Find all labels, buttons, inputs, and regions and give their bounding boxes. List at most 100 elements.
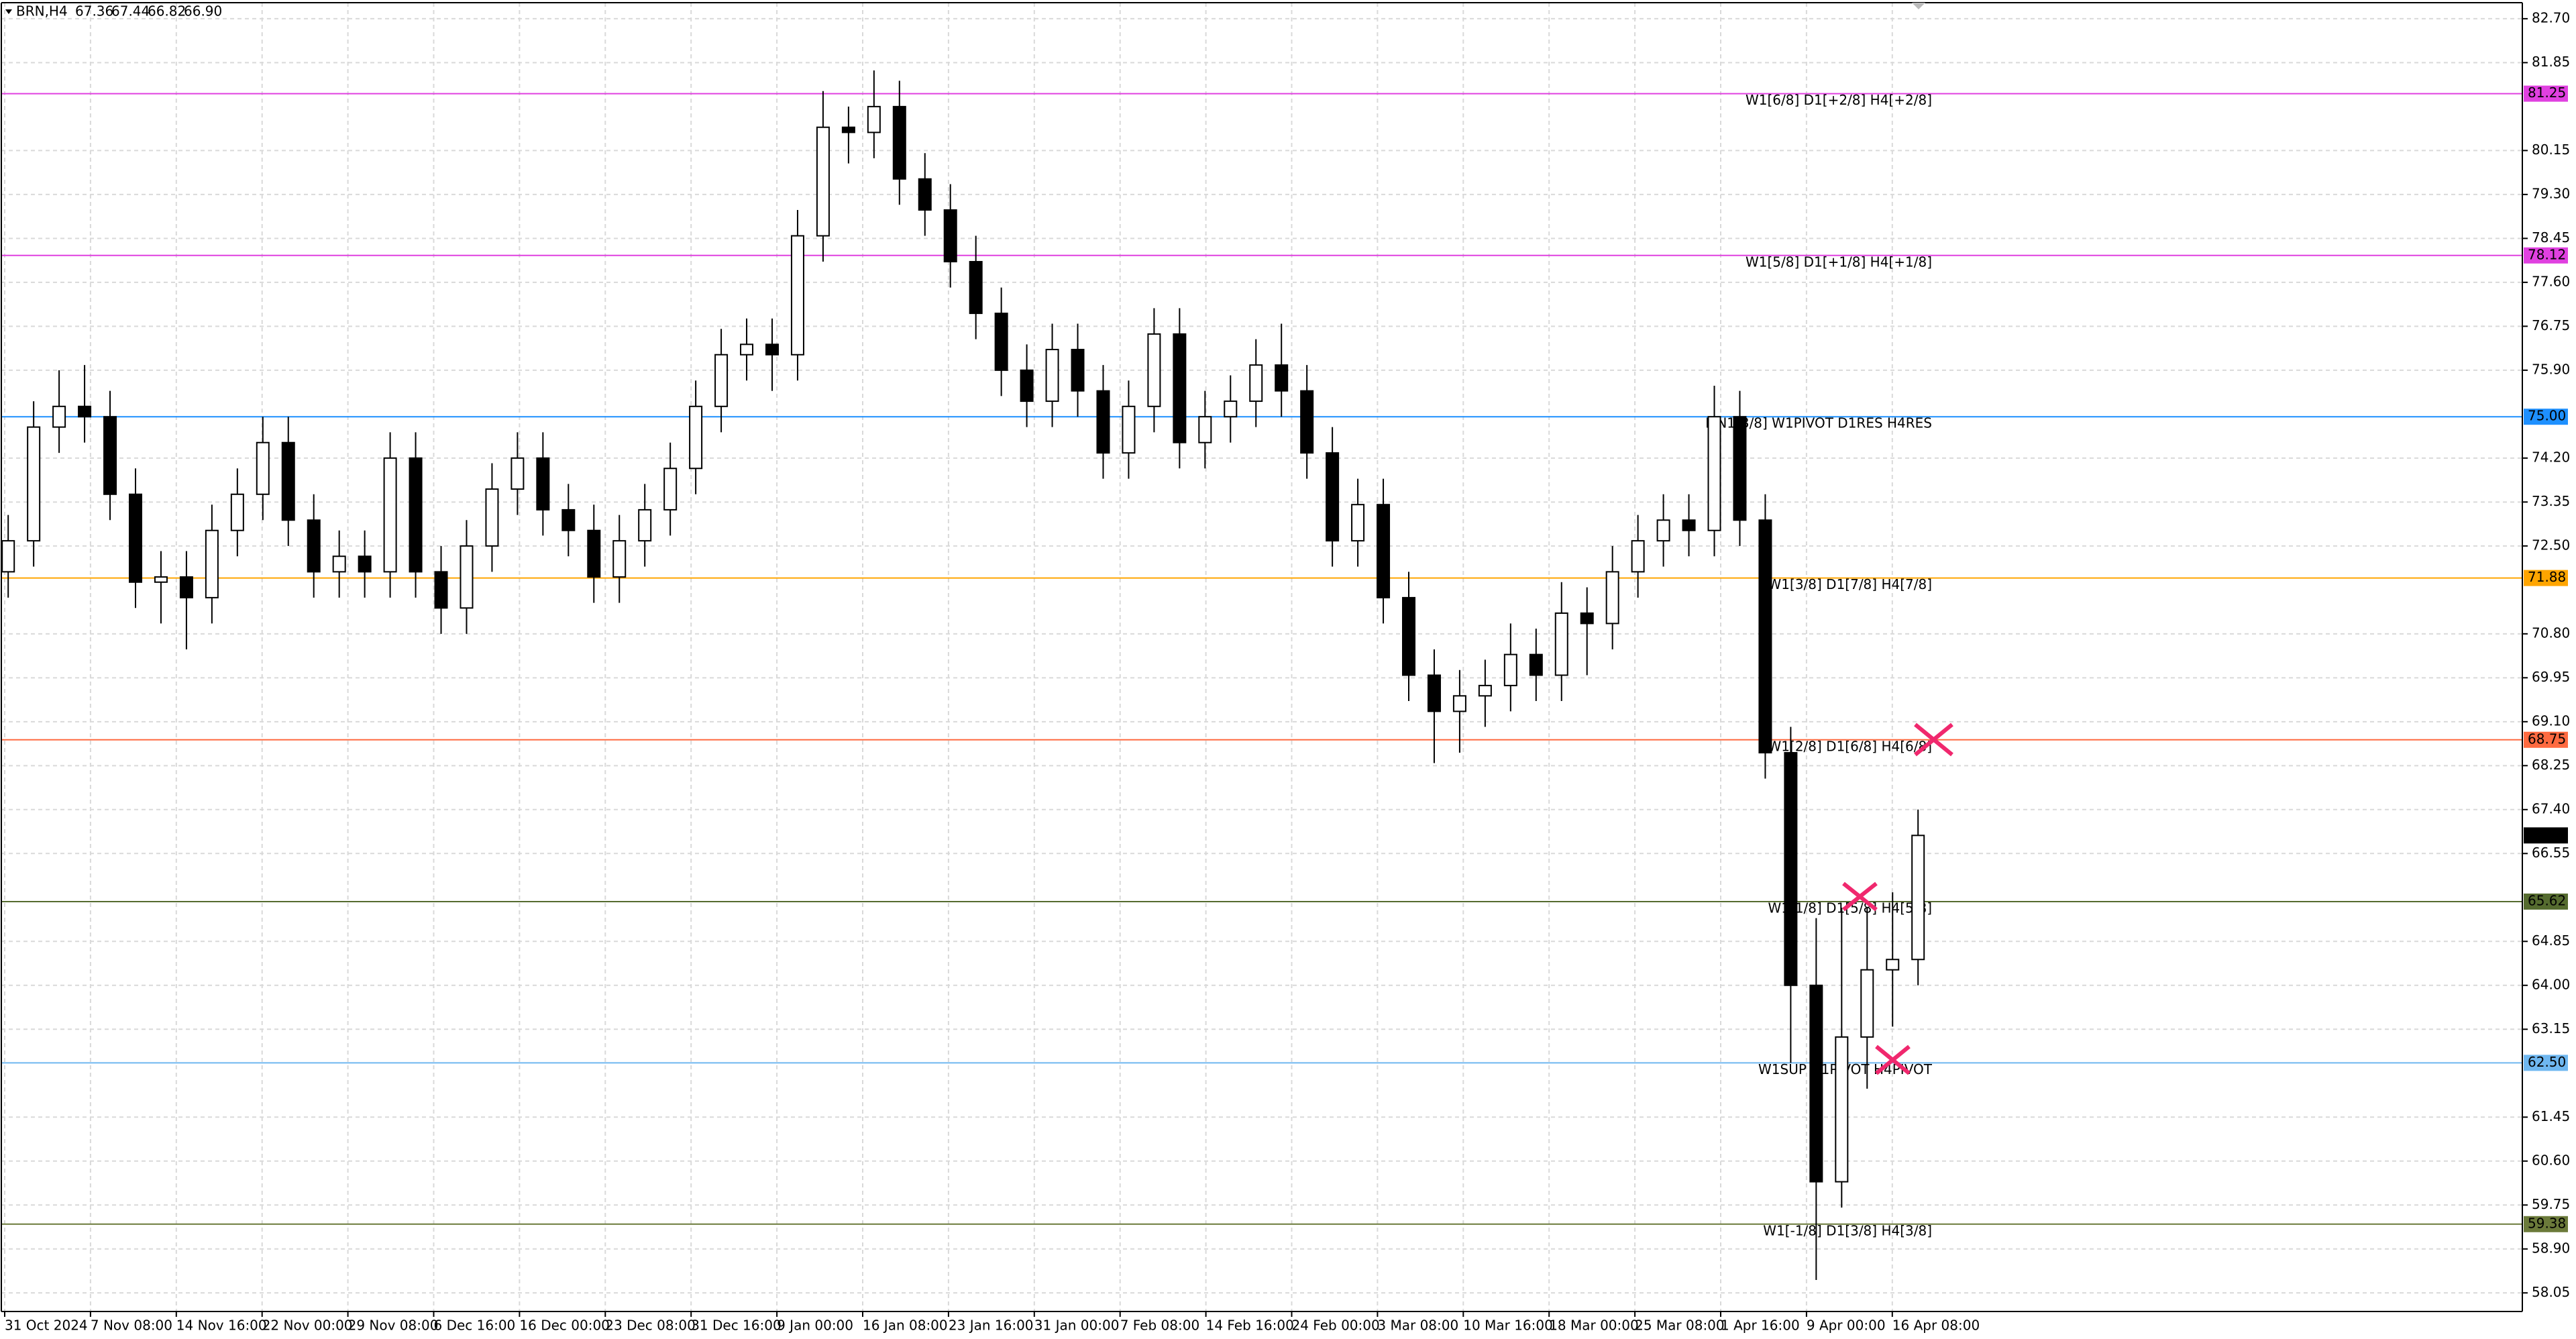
- candle-body: [179, 576, 193, 598]
- candle-body: [1326, 452, 1340, 542]
- level-tag-label: 81.25: [2528, 85, 2566, 101]
- x-tick-label: 14 Nov 16:00: [176, 1318, 267, 1334]
- x-tick-label: 18 Mar 00:00: [1549, 1318, 1639, 1334]
- candle-body: [358, 555, 372, 573]
- header-quote: 66.82: [148, 3, 186, 19]
- x-tick-label: 9 Jan 00:00: [777, 1318, 853, 1334]
- level-tag-label: 59.38: [2528, 1215, 2566, 1231]
- x-tick-label: 16 Jan 08:00: [863, 1318, 948, 1334]
- candle-body: [1427, 674, 1441, 712]
- candle-body: [1224, 400, 1238, 418]
- candle-body: [1045, 349, 1059, 403]
- last-price-tag: [2524, 827, 2568, 844]
- candle-body: [994, 313, 1008, 371]
- y-tick-label: 69.10: [2532, 712, 2570, 729]
- y-tick-label: 75.90: [2532, 361, 2570, 377]
- candle-body: [663, 468, 678, 511]
- header-quote: 66.90: [184, 3, 222, 19]
- candle-body: [1275, 364, 1289, 392]
- cross-marker: [1875, 1045, 1911, 1075]
- candle-body: [27, 426, 41, 542]
- y-tick-label: 74.20: [2532, 449, 2570, 465]
- candle-body: [1529, 653, 1543, 676]
- candle-body: [1554, 612, 1568, 676]
- candle-body: [1809, 984, 1823, 1183]
- y-tick-label: 70.80: [2532, 625, 2570, 641]
- candle-body: [790, 235, 804, 356]
- candle-body: [740, 343, 754, 356]
- x-tick-label: 29 Nov 08:00: [348, 1318, 439, 1334]
- candle-body: [434, 571, 448, 609]
- candle-body: [918, 178, 932, 211]
- candle-body: [689, 405, 703, 470]
- candle-body: [1173, 333, 1187, 443]
- y-tick-label: 64.85: [2532, 932, 2570, 949]
- cross-markers: [1842, 722, 1953, 1075]
- candle-body: [1122, 405, 1136, 454]
- last-price-label: 66.90: [2528, 826, 2566, 843]
- y-tick-label: 79.30: [2532, 185, 2570, 201]
- y-tick-label: 82.70: [2532, 9, 2570, 25]
- candle-body: [383, 457, 397, 573]
- header-quote: 67.36: [75, 3, 113, 19]
- y-tick-label: 59.75: [2532, 1196, 2570, 1212]
- level-tag: [2524, 1055, 2568, 1071]
- candle-body: [1886, 959, 1900, 971]
- candle-body: [1911, 835, 1925, 961]
- level-tag: [2524, 893, 2568, 910]
- candle-body: [281, 441, 295, 521]
- x-tick-label: 25 Mar 08:00: [1635, 1318, 1725, 1334]
- level-tag-label: 62.50: [2528, 1054, 2566, 1070]
- candle-body: [1249, 364, 1263, 403]
- level-tag: [2524, 247, 2568, 264]
- y-tick-label: 58.90: [2532, 1240, 2570, 1256]
- level-tag-label: 65.62: [2528, 892, 2566, 908]
- y-tick-label: 63.15: [2532, 1020, 2570, 1036]
- candle-body: [765, 343, 779, 356]
- candle-body: [1707, 416, 1721, 531]
- candle-body: [892, 105, 906, 180]
- shift-marker: [1912, 3, 1925, 9]
- candle-body: [1402, 596, 1415, 676]
- candle-body: [460, 545, 474, 609]
- candle-body: [612, 540, 627, 578]
- candle-body: [587, 529, 601, 578]
- x-tick-label: 31 Jan 00:00: [1034, 1318, 1120, 1334]
- y-tick-label: 76.75: [2532, 317, 2570, 333]
- candle-body: [867, 105, 881, 133]
- y-tick-label: 81.85: [2532, 54, 2570, 70]
- level-tag-label: 71.88: [2528, 569, 2566, 585]
- candle-body: [205, 529, 219, 598]
- candle-body: [409, 457, 423, 573]
- level-label: W1[5/8] D1[+1/8] H4[+1/8]: [1746, 254, 1932, 270]
- x-tick-label: 10 Mar 16:00: [1463, 1318, 1553, 1334]
- x-tick-label: 9 Apr 00:00: [1807, 1318, 1886, 1334]
- header-arrow: [5, 9, 12, 14]
- candle-body: [154, 576, 168, 583]
- header-quote: 67.44: [111, 3, 150, 19]
- level-tag-label: 68.75: [2528, 731, 2566, 747]
- y-tick-label: 60.60: [2532, 1152, 2570, 1168]
- candle-body: [816, 126, 830, 237]
- candle-body: [1452, 695, 1466, 712]
- x-tick-label: 16 Apr 08:00: [1892, 1318, 1980, 1334]
- candle-body: [256, 441, 270, 495]
- candle-body: [536, 457, 550, 511]
- candle-body: [485, 488, 499, 547]
- candle-body: [943, 209, 957, 263]
- candle-body: [1300, 390, 1314, 454]
- cross-marker: [1914, 722, 1953, 757]
- y-tick-label: 72.50: [2532, 537, 2570, 553]
- candle-body: [78, 405, 92, 418]
- candle-body: [1096, 390, 1110, 454]
- candle-body: [1071, 349, 1085, 392]
- x-tick-label: 7 Feb 08:00: [1120, 1318, 1200, 1334]
- candle-body: [714, 354, 729, 407]
- x-tick-label: 23 Jan 16:00: [949, 1318, 1034, 1334]
- candle-body: [1835, 1036, 1849, 1183]
- level-tag: [2524, 409, 2568, 425]
- candle-body: [1860, 969, 1874, 1038]
- candle-body: [1351, 504, 1365, 542]
